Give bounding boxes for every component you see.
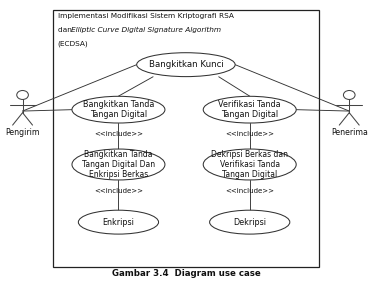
Text: Verifikasi Tanda
Tangan Digital: Verifikasi Tanda Tangan Digital xyxy=(219,100,281,119)
Text: Bangkitkan Tanda
Tangan Digital: Bangkitkan Tanda Tangan Digital xyxy=(83,100,154,119)
Text: Implementasi Modifikasi Sistem Kriptografi RSA: Implementasi Modifikasi Sistem Kriptogra… xyxy=(57,13,233,19)
Text: Pengirim: Pengirim xyxy=(5,128,40,137)
Text: (ECDSA): (ECDSA) xyxy=(57,40,88,47)
Ellipse shape xyxy=(137,53,235,77)
Ellipse shape xyxy=(203,149,296,180)
Text: <<include>>: <<include>> xyxy=(225,188,274,194)
Ellipse shape xyxy=(78,210,159,234)
Text: Gambar 3.4  Diagram use case: Gambar 3.4 Diagram use case xyxy=(112,269,260,277)
Text: <<include>>: <<include>> xyxy=(94,188,143,194)
Ellipse shape xyxy=(210,210,290,234)
Text: Dekripsi: Dekripsi xyxy=(233,218,266,227)
Text: Bangkitkan Tanda
Tangan Digital Dan
Enkripsi Berkas: Bangkitkan Tanda Tangan Digital Dan Enkr… xyxy=(82,150,155,179)
Text: Bangkitkan Kunci: Bangkitkan Kunci xyxy=(148,60,223,69)
Text: <<include>>: <<include>> xyxy=(225,131,274,137)
Text: <<include>>: <<include>> xyxy=(94,131,143,137)
Text: dan: dan xyxy=(57,27,74,33)
Text: Dekripsi Berkas dan
Verifikasi Tanda
Tangan Digital: Dekripsi Berkas dan Verifikasi Tanda Tan… xyxy=(211,150,288,179)
Ellipse shape xyxy=(72,96,165,123)
Ellipse shape xyxy=(72,149,165,180)
Text: Elliptic Curve Digital Signature Algorithm: Elliptic Curve Digital Signature Algorit… xyxy=(71,27,222,33)
Text: Penerima: Penerima xyxy=(331,128,368,137)
Bar xyxy=(53,10,319,267)
Text: Enkripsi: Enkripsi xyxy=(103,218,134,227)
Ellipse shape xyxy=(203,96,296,123)
